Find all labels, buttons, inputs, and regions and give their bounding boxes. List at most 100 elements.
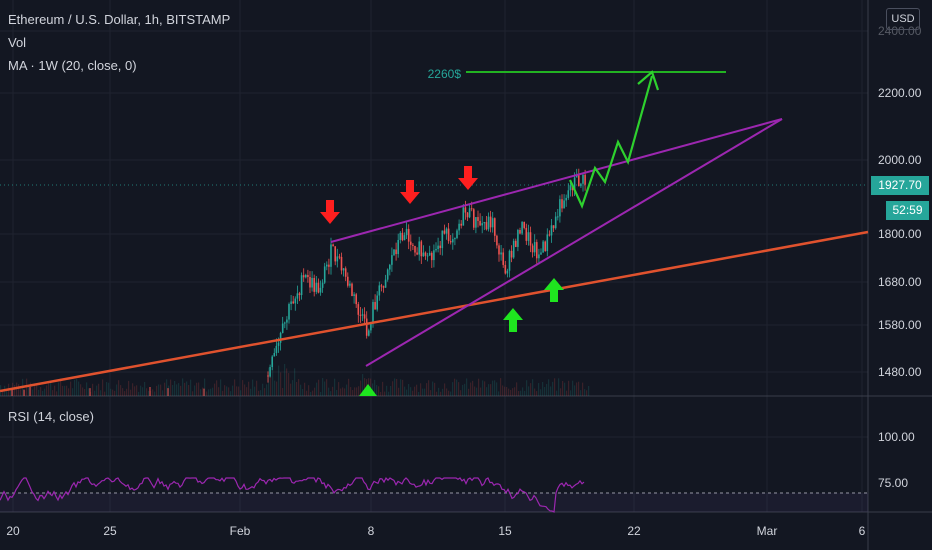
candle-body — [336, 256, 339, 262]
volume-bar — [576, 382, 578, 396]
candle-body — [393, 249, 395, 256]
candle-body — [479, 220, 481, 226]
volume-bar — [34, 385, 36, 396]
volume-bar — [306, 390, 308, 396]
volume-bar — [536, 391, 538, 396]
candle-body — [548, 234, 551, 236]
volume-bar — [182, 378, 184, 396]
candle-body — [439, 245, 441, 249]
candle-body — [267, 375, 269, 377]
volume-bar — [228, 387, 230, 396]
price-tick-label: 1580.00 — [878, 318, 922, 332]
volume-bar — [304, 382, 306, 396]
volume-bar — [372, 383, 374, 396]
volume-bar — [480, 387, 482, 396]
candle-body — [504, 264, 507, 274]
volume-bar — [288, 373, 290, 396]
candle-body — [395, 249, 397, 255]
volume-bar — [66, 385, 68, 396]
candle-body — [552, 225, 555, 229]
volume-bar — [500, 378, 502, 396]
candle-body — [281, 323, 284, 333]
candle-body — [510, 250, 513, 258]
price-tick-label: 2000.00 — [878, 153, 922, 167]
candle-body — [456, 230, 458, 239]
candle-body — [359, 314, 362, 316]
volume-bar — [168, 385, 170, 396]
volume-bar — [42, 390, 44, 396]
volume-bar — [504, 386, 506, 396]
volume-bar — [146, 388, 148, 396]
volume-bar — [382, 381, 384, 396]
volume-bar — [170, 379, 172, 396]
volume-bar — [378, 386, 380, 396]
candle-body — [344, 268, 347, 277]
volume-bar — [574, 385, 576, 396]
candle-body — [500, 252, 502, 255]
volume-bar — [294, 368, 296, 396]
volume-bar — [140, 385, 142, 396]
volume-bar — [200, 389, 202, 396]
volume-bar — [566, 390, 568, 396]
volume-bar — [346, 384, 348, 396]
volume-bar — [332, 386, 334, 396]
projection-path — [569, 75, 654, 209]
volume-bar — [338, 382, 340, 396]
volume-bar — [518, 391, 520, 396]
volume-bar — [50, 381, 52, 396]
volume-bar — [264, 388, 266, 396]
countdown-tag: 52:59 — [886, 201, 929, 220]
candle-body — [498, 245, 500, 255]
volume-bar — [138, 391, 140, 396]
candle-body — [458, 223, 460, 231]
volume-bar — [534, 388, 536, 396]
volume-bar — [438, 387, 440, 396]
candle-body — [496, 235, 498, 246]
volume-bar — [328, 387, 330, 396]
currency-button[interactable]: USD — [886, 8, 920, 30]
volume-bar — [302, 388, 304, 396]
volume-bar — [56, 391, 58, 396]
volume-bar — [342, 387, 344, 396]
candle-body — [311, 277, 313, 288]
candle-body — [353, 294, 355, 296]
volume-bar — [148, 390, 150, 396]
candle-body — [487, 216, 490, 230]
candle-body — [397, 239, 399, 255]
candle-body — [365, 318, 368, 336]
candle-body — [288, 304, 290, 320]
volume-bar — [242, 380, 244, 396]
candle-body — [361, 314, 364, 316]
volume-bar — [436, 391, 438, 396]
candle-body — [569, 185, 572, 191]
volume-bar — [32, 389, 34, 396]
volume-bar — [358, 386, 360, 396]
volume-bar — [316, 382, 318, 396]
volume-bar — [2, 390, 4, 396]
volume-bar — [442, 388, 444, 396]
candle-body — [561, 199, 563, 209]
candle-body — [481, 223, 483, 226]
volume-bar — [458, 382, 460, 396]
candle-body — [466, 212, 469, 218]
volume-bar — [24, 390, 26, 396]
volume-bar — [350, 387, 352, 396]
volume-bar — [10, 388, 12, 396]
volume-bar — [98, 383, 100, 396]
volume-bar — [20, 389, 22, 396]
volume-bar — [18, 384, 20, 396]
volume-bar — [392, 381, 394, 396]
volume-bar — [318, 379, 320, 396]
candle-body — [271, 356, 273, 368]
candle-body — [533, 242, 536, 253]
candle-body — [368, 330, 370, 336]
candle-body — [305, 274, 307, 278]
candle-body — [475, 217, 477, 228]
candle-body — [315, 282, 318, 292]
candle-body — [512, 240, 515, 258]
candle-body — [269, 367, 271, 377]
volume-bar — [424, 388, 426, 396]
volume-bar — [220, 379, 222, 396]
